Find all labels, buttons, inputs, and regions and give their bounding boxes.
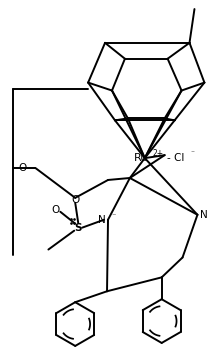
Text: O: O	[51, 205, 59, 215]
Text: N: N	[200, 210, 208, 220]
Text: O: O	[71, 195, 79, 205]
Text: - Cl: - Cl	[167, 153, 184, 163]
Text: S: S	[74, 223, 82, 233]
Text: O: O	[18, 163, 27, 173]
Text: 2+: 2+	[153, 148, 164, 158]
Text: ⁻: ⁻	[191, 148, 194, 158]
Text: N: N	[98, 215, 106, 225]
Text: Ru: Ru	[134, 153, 148, 163]
Text: ⁻: ⁻	[111, 211, 115, 220]
